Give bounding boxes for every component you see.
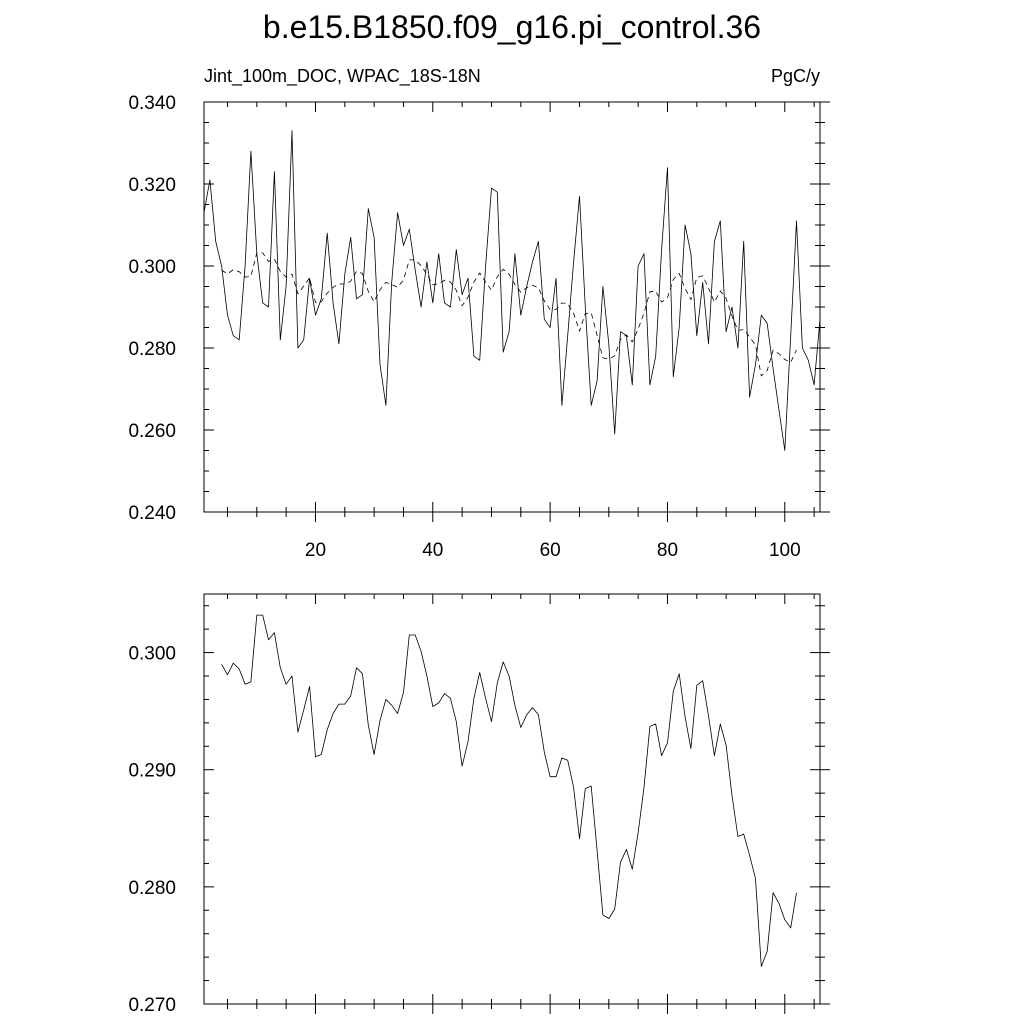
top-y-tick-label: 0.260 [128, 421, 176, 442]
variable-label: Jint_100m_DOC, WPAC_18S-18N [204, 66, 481, 87]
top-x-tick-label: 60 [540, 540, 561, 561]
top-y-tick-label: 0.340 [128, 93, 176, 114]
bottom-line-plot: 0.270 0.280 0.290 0.300 [128, 593, 830, 1016]
top-x-tick-label: 80 [657, 540, 678, 561]
top-series-dashed-line [221, 252, 797, 377]
top-x-tick-label: 20 [305, 540, 326, 561]
top-line-plot: 0.240 0.260 0.280 0.300 0.320 0.340 20 40 60 80 10… [128, 93, 830, 561]
chart-title: b.e15.B1850.f09_g16.pi_control.36 [263, 9, 761, 45]
top-y-tick-label: 0.280 [128, 339, 176, 360]
top-x-tick-label: 100 [769, 540, 801, 561]
bottom-y-tick-label: 0.270 [128, 995, 176, 1016]
bottom-series-solid-line [221, 614, 797, 967]
bottom-y-tick-label: 0.280 [128, 878, 176, 899]
bottom-plot-frame [203, 593, 821, 1005]
top-y-tick-label: 0.240 [128, 503, 176, 524]
top-y-tick-label: 0.320 [128, 175, 176, 196]
top-x-tick-label: 40 [422, 540, 443, 561]
bottom-y-tick-label: 0.300 [128, 644, 176, 665]
top-y-tick-label: 0.300 [128, 257, 176, 278]
top-series-solid-line [203, 130, 821, 451]
bottom-y-tick-label: 0.290 [128, 761, 176, 782]
units-label: PgC/y [771, 66, 820, 86]
